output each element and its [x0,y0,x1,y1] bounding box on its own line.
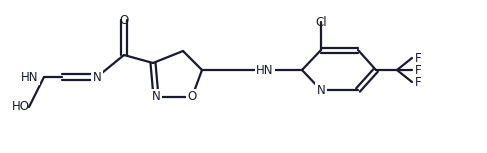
Text: N: N [93,71,101,84]
Text: HO: HO [12,101,30,114]
Text: N: N [151,91,160,103]
Text: O: O [119,13,129,26]
Text: F: F [415,63,422,76]
Text: Cl: Cl [315,15,327,28]
Text: F: F [415,52,422,65]
Text: F: F [415,75,422,88]
Text: N: N [317,84,325,97]
Text: HN: HN [21,71,39,84]
Text: HN: HN [256,63,274,76]
Text: O: O [187,91,197,103]
